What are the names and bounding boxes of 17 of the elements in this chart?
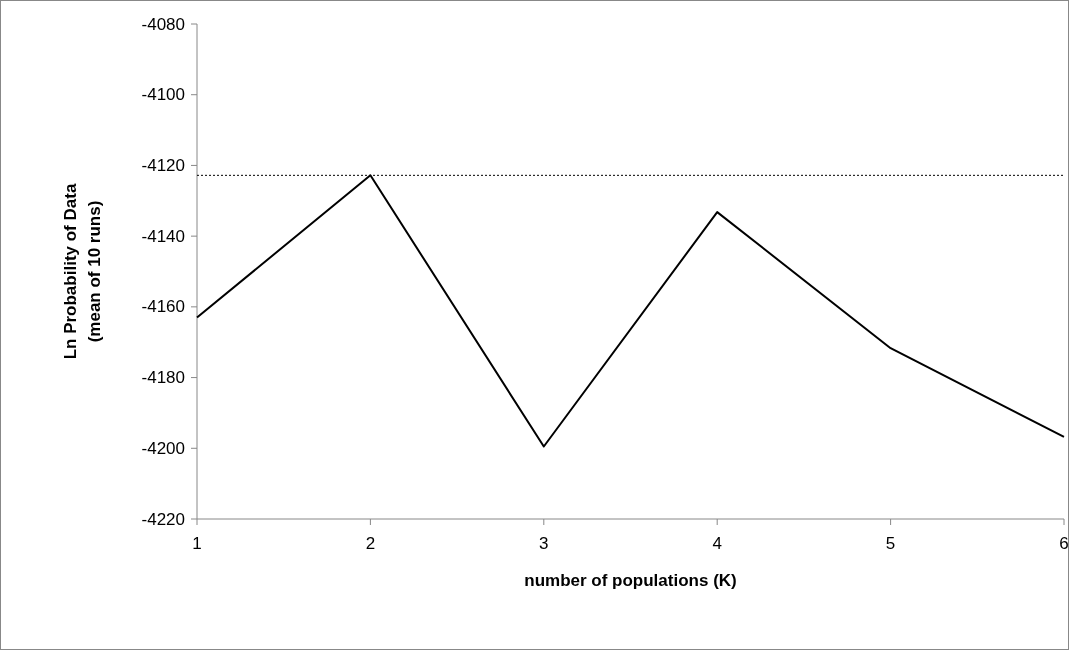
x-tick-label: 2	[365, 534, 376, 553]
y-tick-label: -4140	[141, 226, 185, 246]
x-tick-label: 4	[712, 534, 722, 553]
y-tick-label: -4100	[141, 85, 185, 105]
y-tick-label: -4220	[141, 509, 185, 529]
y-tick-label: -4200	[141, 438, 185, 458]
x-axis-title: number of populations (K)	[524, 571, 737, 590]
x-tick-label: 5	[885, 534, 896, 553]
x-tick-label: 1	[192, 534, 202, 553]
y-tick-label: -4120	[141, 155, 185, 175]
x-tick-label: 3	[539, 534, 549, 553]
line-series	[196, 174, 1065, 448]
y-tick-label: -4160	[141, 297, 185, 317]
y-tick-label: -4080	[141, 14, 185, 34]
x-tick-label: 6	[1059, 534, 1069, 553]
y-axis-title: Ln Probability of Data (mean of 10 runs)	[61, 183, 104, 360]
y-tick-label: -4180	[141, 368, 185, 388]
